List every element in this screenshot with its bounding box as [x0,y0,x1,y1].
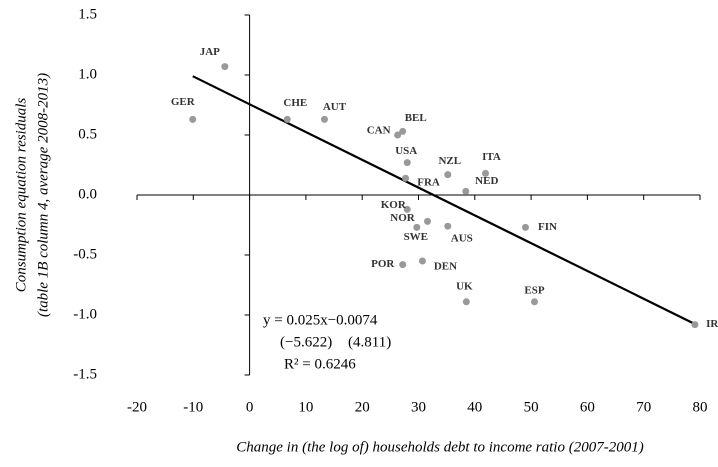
point [413,223,421,231]
x-tick-label: 20 [355,399,370,415]
point-label: ITA [482,151,501,163]
x-tick-label: 60 [580,399,595,415]
x-tick-label: 70 [636,399,651,415]
point-label: UK [456,280,473,292]
r-squared: R² = 0.6246 [284,356,356,372]
point [530,298,538,306]
point-label: AUS [451,233,473,245]
point [444,222,452,230]
point [691,321,699,329]
y-tick-label: -0.5 [73,246,97,262]
point-label: AUT [323,101,347,113]
point-label: USA [395,145,417,157]
point-label: FRA [417,177,440,189]
point [462,298,470,306]
x-tick-label: 80 [693,399,708,415]
y-axis-title: Consumption equation residuals [13,98,29,293]
point-label: POR [371,258,395,270]
point-label: CAN [367,125,391,137]
point [399,261,407,269]
x-tick-label: -20 [127,399,147,415]
point-label: JAP [200,46,220,58]
point [521,223,529,231]
point [424,217,432,225]
point-label: IRE [706,318,718,330]
x-tick-label: 0 [246,399,254,415]
point-label: BEL [405,112,427,124]
point [481,169,489,177]
y-tick-label: 0.0 [78,186,97,202]
y-tick-label: 1.0 [78,66,97,82]
point [189,115,197,123]
equation: y = 0.025x−0.0074 [263,312,378,328]
x-tick-label: 50 [524,399,539,415]
point-label: FIN [538,221,557,233]
t-stat: (−5.622) [280,334,332,350]
point [221,63,229,71]
point-label: KOR [381,199,407,211]
point [394,131,402,139]
y-tick-label: 0.5 [78,126,97,142]
t-stat: (4.811) [348,334,391,350]
y-axis-title: (table 1B column 4, average 2008-2013) [35,73,51,317]
x-tick-label: 10 [298,399,313,415]
y-tick-label: 1.5 [78,6,97,22]
point-label: ESP [524,284,544,296]
point-label: GER [171,96,196,108]
point-label: NOR [390,212,416,224]
point-label: CHE [283,97,307,109]
point [462,187,470,195]
x-tick-label: -10 [183,399,203,415]
x-tick-label: 30 [411,399,426,415]
y-tick-label: -1.0 [73,306,97,322]
trendline [192,75,697,326]
point [403,159,411,167]
x-axis-title: Change in (the log of) households debt t… [236,439,643,455]
point-label: NZL [438,155,461,167]
point [283,115,291,123]
point [444,171,452,179]
point [399,127,407,135]
point-label: NED [475,175,498,187]
point [403,205,411,213]
point [418,257,426,265]
y-tick-label: -1.5 [73,366,97,382]
x-tick-label: 40 [467,399,482,415]
point [320,115,328,123]
point-label: SWE [404,231,428,243]
point [402,174,410,182]
point-label: DEN [434,261,457,273]
